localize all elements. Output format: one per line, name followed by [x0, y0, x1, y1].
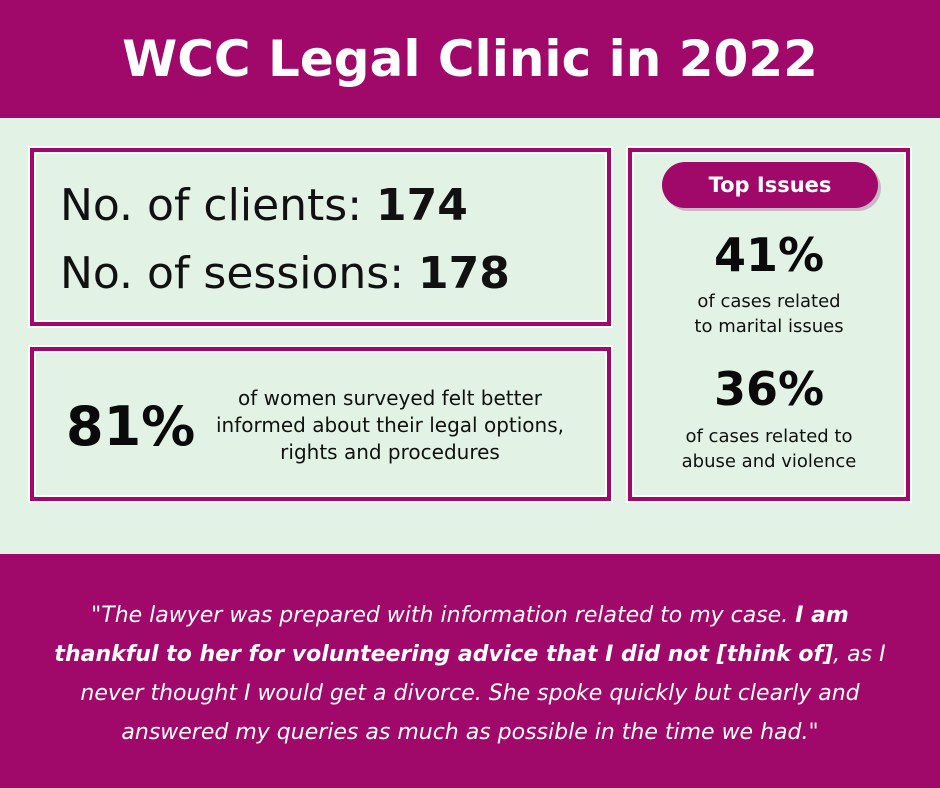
- issue-desc-abuse: of cases related to abuse and violence: [632, 424, 906, 474]
- clients-stat: No. of clients: 174: [60, 180, 468, 231]
- sessions-value: 178: [418, 248, 510, 299]
- issue-percent-abuse: 36%: [713, 362, 825, 416]
- clients-label: No. of clients:: [60, 180, 377, 231]
- issue-desc-line: of cases related to: [685, 426, 853, 447]
- issue-desc-line: abuse and violence: [681, 451, 857, 472]
- page-title: WCC Legal Clinic in 2022: [122, 30, 818, 88]
- issue-desc-line: to marital issues: [694, 316, 844, 337]
- header-banner: WCC Legal Clinic in 2022: [0, 0, 940, 118]
- clients-sessions-box: No. of clients: 174 No. of sessions: 178: [30, 148, 611, 326]
- sessions-stat: No. of sessions: 178: [60, 248, 510, 299]
- survey-percent: 81%: [66, 395, 196, 458]
- issue-percent-marital: 41%: [713, 228, 825, 282]
- top-issues-box: Top Issues 41% of cases related to marit…: [628, 148, 910, 501]
- survey-box: 81% of women surveyed felt better inform…: [30, 347, 611, 501]
- issue-desc-line: of cases related: [697, 291, 841, 312]
- clients-value: 174: [376, 180, 468, 231]
- quote-part-1: "The lawyer was prepared with informatio…: [91, 603, 796, 628]
- quote-part-2: , as I never thought I would get a divor…: [80, 642, 886, 745]
- sessions-label: No. of sessions:: [60, 248, 419, 299]
- top-issues-badge: Top Issues: [662, 162, 878, 208]
- quote-bold: I am thankful to her for volunteering ad…: [54, 603, 849, 667]
- client-quote: "The lawyer was prepared with informatio…: [40, 596, 900, 752]
- issue-desc-marital: of cases related to marital issues: [632, 289, 906, 339]
- survey-description: of women surveyed felt better informed a…: [216, 386, 564, 464]
- quote-banner: "The lawyer was prepared with informatio…: [0, 554, 940, 788]
